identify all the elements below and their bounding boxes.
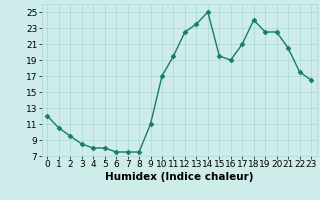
X-axis label: Humidex (Indice chaleur): Humidex (Indice chaleur) (105, 172, 253, 182)
